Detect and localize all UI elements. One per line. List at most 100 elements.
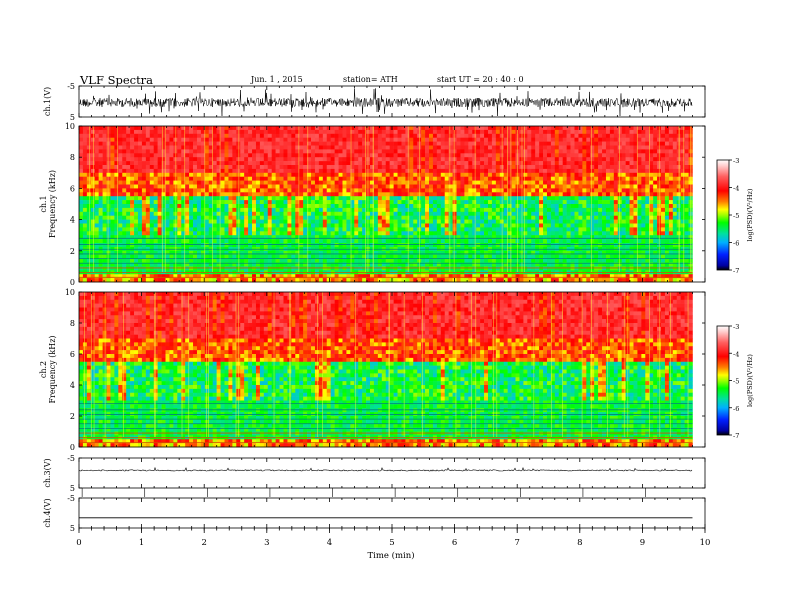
ch1-spec-cell: [181, 157, 186, 162]
ch1-spec-cell: [141, 129, 147, 135]
ch1-spec-cell: [381, 274, 387, 279]
ch1-spec-cell: [484, 141, 489, 146]
ch1-spec-cell: [94, 161, 99, 166]
ch1-spec-cell: [114, 180, 119, 185]
ch1-spec-cell: [432, 254, 438, 259]
ch1-spec-cell: [255, 180, 261, 185]
ch1-spec-cell: [161, 274, 166, 279]
ch1-spec-cell: [444, 243, 449, 248]
ch1-spec-cell: [358, 250, 363, 255]
ch1-spec-cell: [409, 161, 414, 166]
ch1-spec-cell: [185, 126, 190, 131]
ch1-spec-cell: [130, 168, 135, 174]
ch1-spec-cell: [283, 262, 288, 267]
ch1-spec-cell: [385, 133, 390, 138]
ch1-spec-cell: [244, 145, 249, 150]
ch1-spec-cell: [354, 219, 359, 224]
ch1-spec-cell: [240, 133, 245, 138]
ch1-spec-cell: [295, 145, 300, 150]
ch1-spec-cell: [330, 231, 335, 236]
ch1-spec-cell: [311, 141, 316, 146]
ch1-spec-cell: [248, 180, 253, 185]
ch1-spec-cell: [185, 180, 190, 185]
ch1-spec-cell: [346, 172, 351, 177]
ch1-spec-cell: [468, 227, 473, 232]
ch1-spec-cell: [472, 239, 477, 244]
ch1-spec-cell: [212, 274, 217, 279]
ch1-spec-cell: [307, 161, 312, 166]
ch1-spec-cell: [370, 188, 375, 193]
ch1-spec-cell: [543, 243, 548, 248]
ch1-spec-cell: [397, 196, 402, 201]
ch1-spec-cell: [232, 243, 237, 248]
ch1-spec-cell: [373, 188, 379, 193]
ch1-spec-cell: [283, 200, 288, 205]
ch1-spec-cell: [373, 200, 379, 205]
ch1-spec-cell: [130, 207, 135, 213]
ch1-spec-cell: [106, 211, 111, 216]
ch1-spec-cell: [436, 258, 442, 263]
ch1-spec-cell: [531, 204, 536, 209]
ch1-spec-cell: [181, 239, 186, 244]
ch1-spec-cell: [134, 188, 139, 193]
ch1-spec-cell: [295, 149, 300, 154]
ch1-spec-cell: [436, 200, 442, 205]
ch1-spec-cell: [165, 137, 170, 142]
ch1-spec-cell: [507, 211, 512, 216]
ch1-spec-cell: [82, 207, 88, 213]
ch1-spec-cell: [177, 180, 182, 185]
ch1-spec-cell: [232, 223, 237, 228]
ch1-spec-cell: [436, 129, 442, 135]
ch1-spec-cell: [130, 129, 135, 135]
ch1-spec-cell: [279, 250, 284, 255]
ch1-spec-cell: [185, 168, 190, 174]
ch1-spec-cell: [338, 176, 343, 181]
ch1-spec-cell: [338, 219, 343, 224]
ch1-spec-cell: [554, 145, 560, 150]
ch1-spec-cell: [141, 168, 147, 174]
ch1-spec-cell: [291, 137, 296, 142]
ch1-spec-cell: [519, 126, 524, 131]
ch1-spec-cell: [373, 207, 379, 213]
ch1-spec-cell: [322, 168, 328, 174]
ch1-spec-cell: [531, 126, 536, 131]
ch1-spec-cell: [189, 254, 194, 259]
ch1-spec-cell: [440, 250, 446, 255]
ch1-spec-cell: [472, 149, 477, 154]
ch1-spec-cell: [421, 180, 426, 185]
ch1-spec-cell: [370, 243, 375, 248]
ch1-spec-cell: [385, 243, 390, 248]
ch1-spec-cell: [307, 258, 312, 263]
ch1-spec-cell: [263, 196, 269, 201]
ch1-spec-cell: [307, 180, 312, 185]
ch1-spec-cell: [539, 215, 544, 220]
ch1-spec-cell: [263, 129, 269, 135]
ch1-spec-cell: [550, 258, 556, 263]
ch1-spec-cell: [126, 239, 131, 244]
ch1-spec-cell: [102, 207, 107, 213]
ch1-spec-cell: [126, 235, 131, 240]
ch1-waveform-ylabel: ch.1(V): [43, 87, 52, 116]
ch1-spec-cell: [468, 235, 473, 240]
ch1-spec-cell: [546, 227, 552, 232]
ch1-spec-cell: [389, 188, 394, 193]
ch1-spec-cell: [90, 211, 96, 216]
ch1-spec-cell: [275, 243, 280, 248]
ch1-spec-cell: [137, 235, 143, 240]
ch1-spec-cell: [263, 180, 269, 185]
ch1-spec-cell: [515, 254, 520, 259]
ch1-spec-cell: [546, 215, 552, 220]
ch1-spec-cell: [393, 180, 398, 185]
ch1-spec-cell: [452, 266, 457, 271]
ch1-spec-cell: [173, 200, 178, 205]
ch1-spec-cell: [106, 207, 111, 213]
ch1-spec-cell: [153, 172, 158, 177]
ch1-spec-cell: [480, 215, 485, 220]
ch1-spec-cell: [165, 153, 170, 158]
ch1-spec-cell: [193, 258, 198, 263]
ch1-spec-cell: [153, 274, 158, 279]
ch1-spec-cell: [527, 211, 532, 216]
ch1-spec-cell: [495, 200, 501, 205]
ch1-spec-cell: [346, 219, 351, 224]
ch1-spec-cell: [358, 262, 363, 267]
